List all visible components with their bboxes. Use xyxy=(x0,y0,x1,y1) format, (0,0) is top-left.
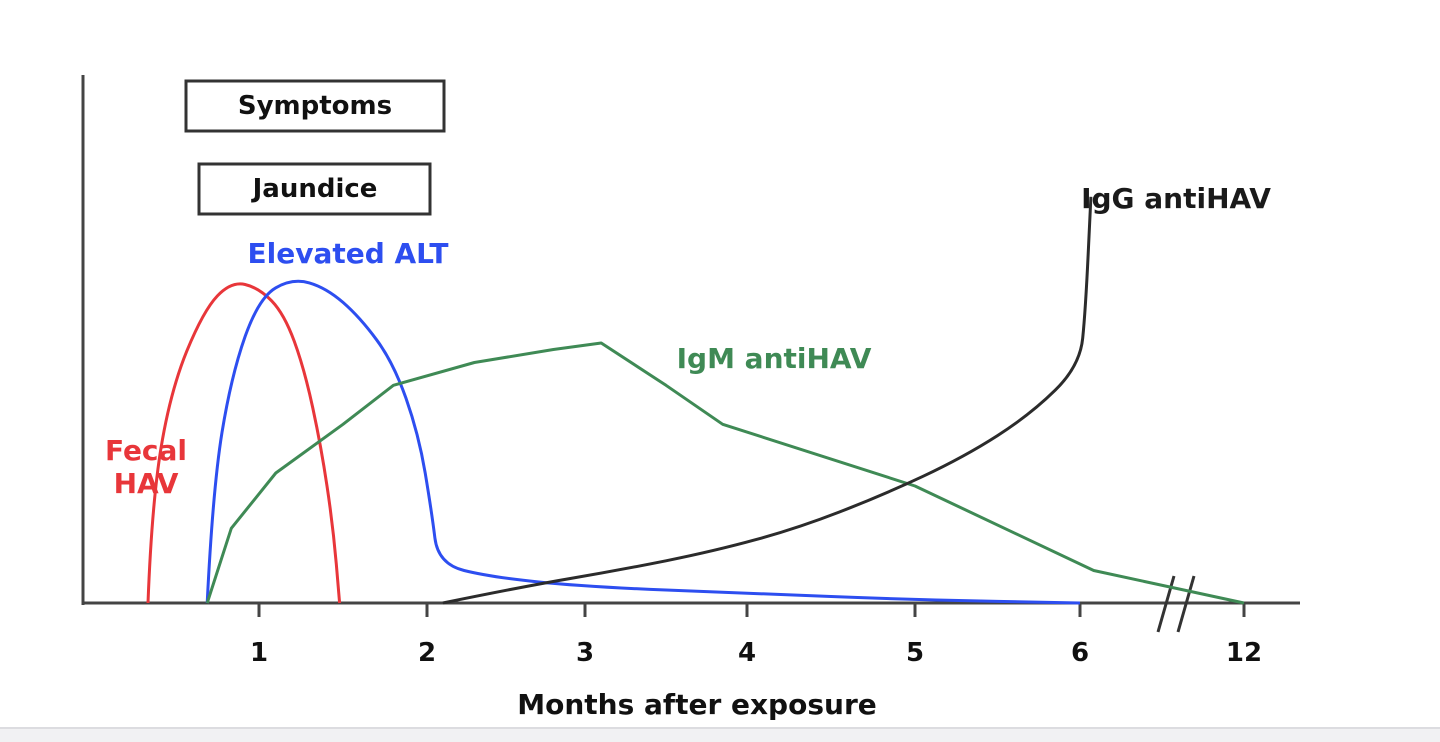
x-ticks: 1 2 3 4 5 6 12 xyxy=(250,603,1262,668)
igm-antihav-line xyxy=(205,341,1245,605)
igg-antihav-label: IgG antiHAV xyxy=(1081,182,1271,215)
jaundice-box xyxy=(197,162,432,216)
axis-break-mark-1 xyxy=(1156,575,1176,633)
symptoms-box xyxy=(184,79,446,133)
igm-antihav-label: IgM antiHAV xyxy=(677,342,872,375)
axis-break-mark-2 xyxy=(1176,575,1196,633)
x-tick-label: 6 xyxy=(1071,638,1089,668)
igg-antihav-line xyxy=(442,196,1093,605)
x-tick-label: 2 xyxy=(418,638,436,668)
fecal-hav-label-line-1: Fecal xyxy=(105,434,187,467)
series-lines xyxy=(146,196,1245,605)
fecal-hav-line xyxy=(146,282,342,604)
x-tick-label: 12 xyxy=(1226,638,1262,668)
window-bottom-strip xyxy=(0,727,1440,742)
axes xyxy=(81,75,1300,633)
legend-boxes: Symptoms Jaundice xyxy=(184,79,446,216)
x-tick-label: 1 xyxy=(250,638,268,668)
elevated-alt-line xyxy=(205,279,1081,605)
fecal-hav-label-line-2: HAV xyxy=(114,467,179,500)
elevated-alt-label: Elevated ALT xyxy=(247,237,448,270)
series-labels: Fecal HAV Elevated ALT IgM antiHAV IgG a… xyxy=(105,182,1271,500)
x-tick-label: 3 xyxy=(576,638,594,668)
x-tick-label: 5 xyxy=(906,638,924,668)
x-tick-label: 4 xyxy=(738,638,756,668)
symptoms-box-label: Symptoms xyxy=(238,91,392,121)
jaundice-box-label: Jaundice xyxy=(251,174,378,204)
x-axis-title: Months after exposure xyxy=(517,688,877,721)
